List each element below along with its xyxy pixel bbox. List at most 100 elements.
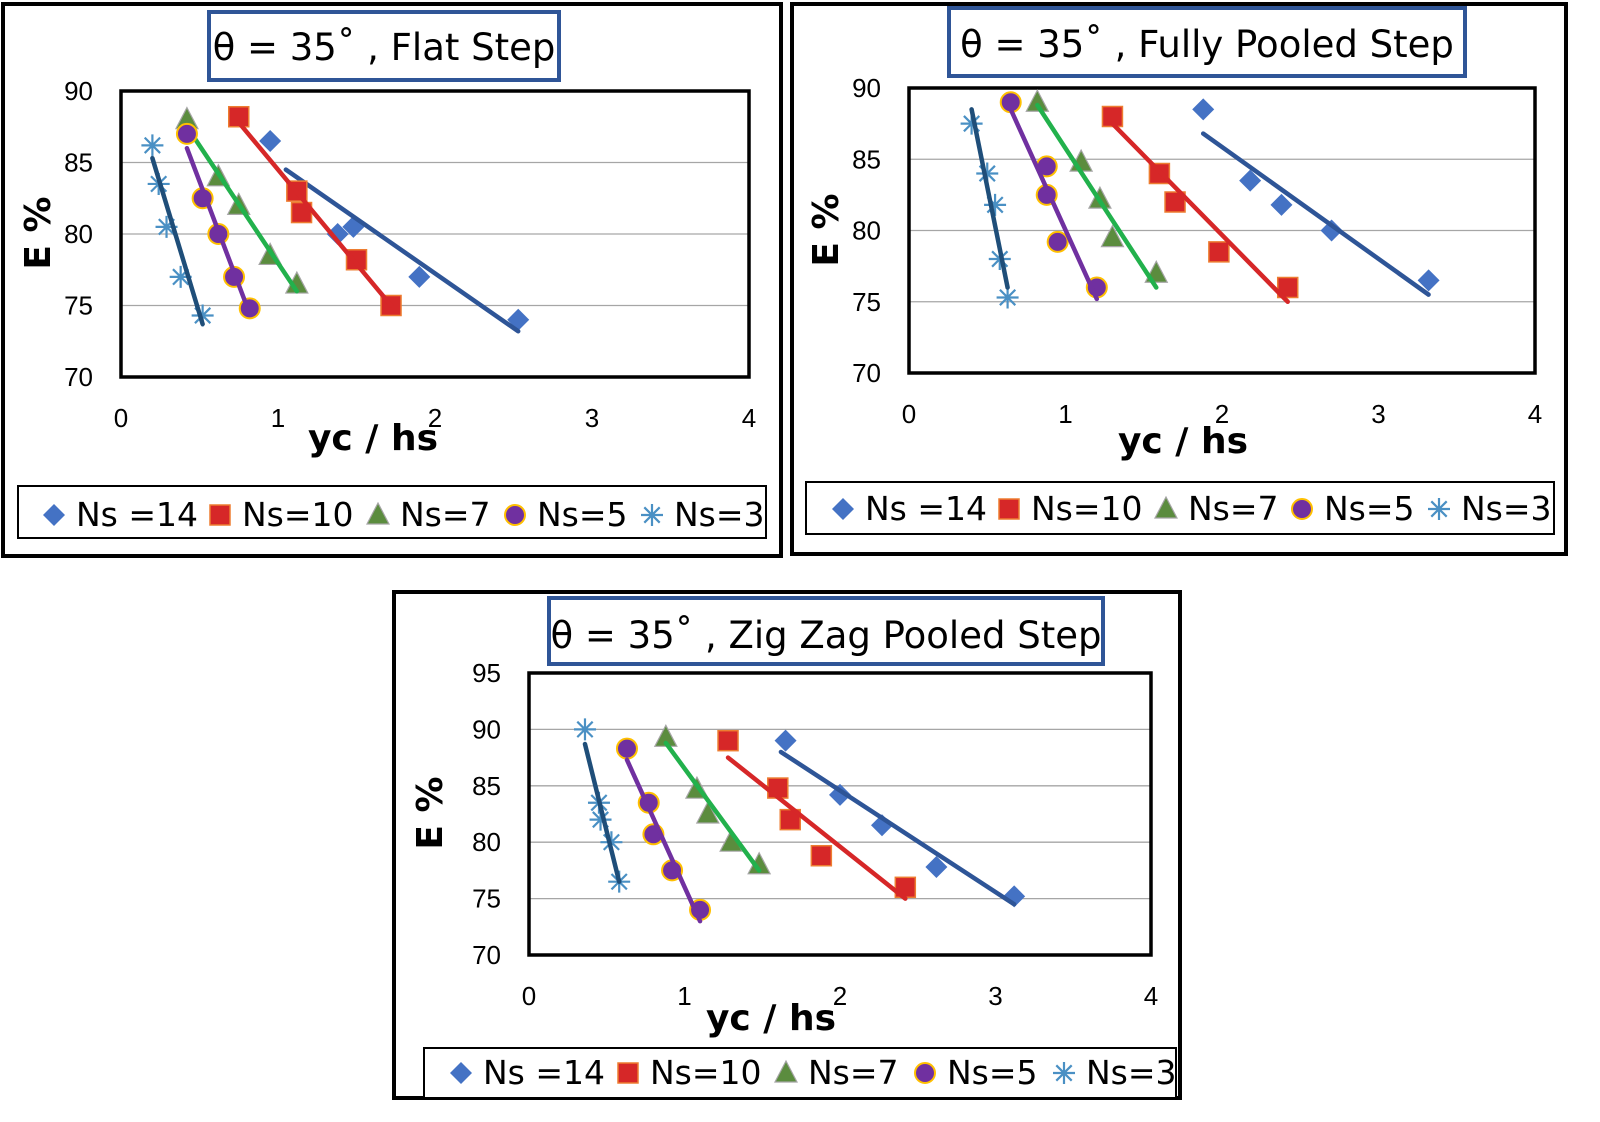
- y-tick-label: 85: [852, 144, 881, 174]
- legend-marker: [209, 504, 231, 526]
- y-axis-label: E %: [410, 776, 451, 849]
- plot-border: [527, 671, 1153, 957]
- legend-marker: [641, 504, 663, 526]
- x-tick-label: 3: [988, 981, 1002, 1011]
- y-tick-label: 80: [472, 827, 501, 857]
- trend-line: [236, 120, 394, 308]
- legend-marker: [43, 504, 65, 526]
- legend-label: Ns=10: [650, 1053, 762, 1092]
- series-1: [1192, 98, 1440, 297]
- data-point: [984, 193, 1007, 216]
- title-box: [947, 6, 1467, 78]
- data-point: [615, 737, 638, 760]
- data-point: [573, 718, 596, 741]
- trend-line: [184, 124, 300, 294]
- legend-marker: [366, 501, 390, 525]
- trend-line: [663, 740, 762, 873]
- trend-line: [150, 155, 205, 327]
- legend-box: [17, 485, 767, 539]
- x-tick-label: 3: [585, 403, 599, 433]
- series-5: [573, 718, 631, 893]
- y-axis-label: E %: [18, 196, 59, 269]
- x-tick-label: 3: [1371, 399, 1385, 429]
- chart-1: θ = 35˚ , Flat Step 70 75 80 85 90 0 1 2 3 4 yc / h…: [1, 2, 783, 558]
- legend-label: Ns =14: [483, 1053, 605, 1092]
- trend-line: [969, 107, 1010, 290]
- legend-box: [423, 1047, 1177, 1099]
- legend-marker: [450, 1062, 472, 1084]
- trend-line: [1008, 107, 1100, 302]
- series-5: [141, 134, 214, 327]
- legend-label: Ns=10: [1031, 489, 1143, 528]
- legend-label: Ns=7: [1188, 489, 1279, 528]
- data-point: [175, 122, 198, 145]
- data-point: [925, 856, 948, 879]
- data-point: [1046, 230, 1069, 253]
- data-point: [155, 215, 178, 238]
- x-tick-label: 4: [1144, 981, 1158, 1011]
- chart-title: θ = 35˚ , Fully Pooled Step: [960, 23, 1454, 66]
- data-point: [1208, 241, 1230, 263]
- series-2: [1101, 105, 1299, 304]
- legend-marker: [1291, 498, 1313, 520]
- series-5: [960, 107, 1019, 309]
- data-point: [1276, 276, 1299, 299]
- legend-label: Ns=5: [947, 1053, 1038, 1092]
- chart-title: θ = 35˚ , Zig Zag Pooled Step: [551, 614, 1102, 657]
- plot-area: [529, 673, 1151, 955]
- y-tick-label: 90: [472, 714, 501, 744]
- trend-line: [725, 755, 908, 901]
- data-point: [976, 162, 999, 185]
- legend-label: Ns =14: [865, 489, 987, 528]
- data-point: [408, 265, 431, 288]
- data-point: [1270, 193, 1293, 216]
- data-point: [1192, 98, 1215, 121]
- x-tick-label: 0: [902, 399, 916, 429]
- data-point: [996, 286, 1019, 309]
- chart-title: θ = 35˚ , Flat Step: [213, 26, 556, 69]
- x-tick-label: 0: [522, 981, 536, 1011]
- legend-marker: [998, 498, 1020, 520]
- legend-marker: [774, 1059, 798, 1083]
- title-box: [547, 596, 1105, 666]
- trend-line: [582, 741, 622, 884]
- legend-label: Ns=5: [1324, 489, 1415, 528]
- y-tick-label: 75: [64, 291, 93, 321]
- legend-label: Ns=3: [1461, 489, 1552, 528]
- data-point: [141, 134, 164, 157]
- data-point: [228, 105, 250, 128]
- data-point: [960, 112, 983, 135]
- x-axis-label: yc / hs: [1118, 421, 1248, 462]
- x-tick-label: 4: [742, 403, 756, 433]
- y-tick-label: 70: [472, 940, 501, 970]
- legend-marker: [832, 498, 854, 520]
- trend-line: [624, 757, 703, 924]
- legend-marker: [1053, 1062, 1075, 1084]
- y-tick-label: 90: [64, 76, 93, 106]
- legend-label: Ns=5: [537, 495, 628, 534]
- title-box: [207, 10, 561, 82]
- y-tick-label: 85: [64, 148, 93, 178]
- data-point: [1025, 88, 1050, 112]
- x-axis-label: yc / hs: [706, 998, 836, 1039]
- trend-line: [283, 167, 521, 334]
- y-axis-label: E %: [806, 193, 847, 266]
- x-tick-label: 1: [1058, 399, 1072, 429]
- legend-marker: [1428, 498, 1450, 520]
- x-axis-label: yc / hs: [308, 418, 438, 459]
- trend-line: [184, 145, 249, 308]
- legend-label: Ns=7: [808, 1053, 899, 1092]
- series-3: [1025, 88, 1169, 290]
- y-tick-label: 70: [852, 358, 881, 388]
- data-point: [1100, 224, 1125, 248]
- data-point: [589, 808, 612, 831]
- series-1: [259, 130, 530, 334]
- series-2: [717, 729, 917, 901]
- data-point: [259, 130, 282, 153]
- chart-3: θ = 35˚ , Zig Zag Pooled Step 70 75 80 85 90 9…: [392, 590, 1182, 1100]
- data-point: [1320, 219, 1343, 242]
- series-3: [653, 724, 772, 875]
- data-point: [1417, 269, 1440, 292]
- y-tick-label: 80: [64, 219, 93, 249]
- series-3: [174, 106, 309, 294]
